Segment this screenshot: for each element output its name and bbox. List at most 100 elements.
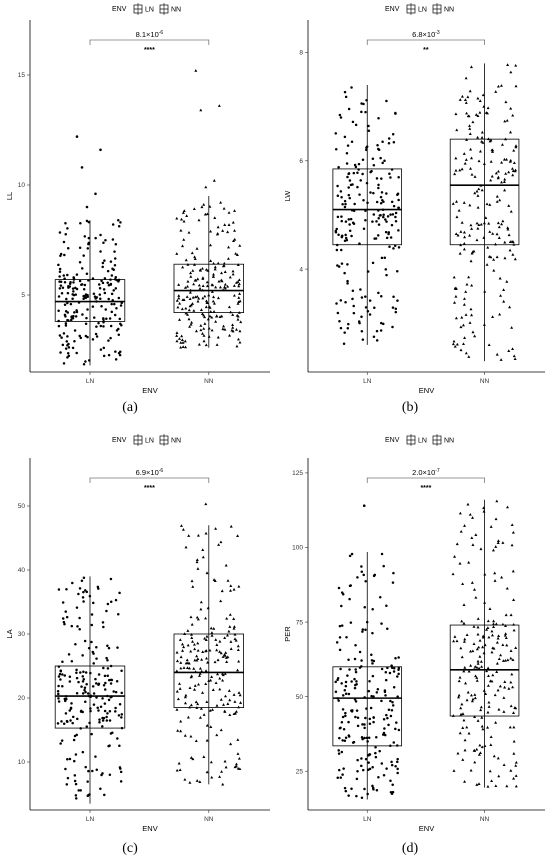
- data-point: [374, 746, 377, 749]
- data-point: [237, 278, 241, 282]
- data-point: [71, 721, 74, 725]
- data-point: [495, 640, 499, 644]
- data-point: [500, 575, 504, 579]
- data-point: [214, 681, 218, 685]
- data-point: [479, 705, 483, 709]
- data-point: [508, 725, 512, 729]
- data-point: [75, 797, 78, 800]
- data-point: [482, 323, 486, 326]
- data-point: [109, 278, 112, 281]
- data-point: [339, 776, 342, 779]
- data-point: [464, 290, 468, 293]
- x-tick-label: LN: [86, 816, 95, 823]
- data-point: [213, 267, 217, 271]
- data-point: [502, 157, 506, 161]
- legend-key-1: LN: [406, 3, 427, 15]
- data-point: [226, 702, 230, 705]
- data-point: [72, 715, 75, 719]
- data-point: [486, 106, 490, 110]
- data-point: [73, 759, 76, 763]
- data-point: [231, 269, 235, 273]
- data-point: [58, 334, 62, 337]
- data-point: [68, 675, 72, 679]
- data-point: [360, 796, 364, 799]
- data-point: [220, 770, 224, 773]
- x-axis-title: ENV: [142, 824, 157, 833]
- data-point: [226, 257, 230, 260]
- data-point: [72, 290, 75, 293]
- data-point: [353, 677, 356, 681]
- data-point: [57, 263, 60, 267]
- data-point: [391, 325, 394, 329]
- x-axis-title: ENV: [142, 386, 157, 395]
- data-point: [175, 708, 179, 711]
- data-point: [482, 236, 486, 239]
- data-point: [510, 672, 514, 676]
- data-point: [461, 582, 465, 586]
- data-point: [186, 279, 190, 283]
- data-point: [231, 326, 235, 329]
- data-point: [116, 737, 119, 740]
- data-point: [193, 295, 197, 299]
- data-point: [66, 343, 69, 347]
- data-point: [394, 211, 398, 215]
- data-point: [210, 315, 214, 319]
- data-point: [368, 299, 372, 302]
- data-point: [101, 281, 105, 285]
- data-point: [350, 680, 353, 683]
- data-point: [78, 616, 81, 620]
- data-point: [87, 220, 91, 224]
- data-point: [215, 733, 219, 737]
- data-point: [113, 302, 116, 306]
- data-point: [183, 734, 187, 737]
- data-point: [206, 269, 210, 272]
- data-point: [360, 110, 363, 114]
- data-point: [454, 168, 458, 172]
- data-point: [476, 659, 480, 663]
- data-point: [353, 657, 357, 661]
- data-point: [389, 176, 392, 179]
- data-point: [59, 669, 62, 672]
- data-point: [482, 105, 486, 108]
- data-point: [181, 244, 185, 248]
- data-point: [382, 773, 386, 777]
- data-point: [179, 661, 183, 664]
- data-point: [347, 172, 350, 176]
- data-point: [337, 749, 340, 752]
- data-point: [364, 580, 367, 583]
- data-point: [207, 335, 211, 338]
- data-point: [369, 170, 372, 174]
- data-point: [340, 235, 344, 239]
- data-point: [62, 722, 66, 725]
- data-point: [225, 660, 229, 663]
- data-point: [335, 302, 338, 305]
- data-point: [470, 227, 474, 230]
- data-point: [511, 685, 515, 689]
- data-point: [229, 584, 233, 587]
- data-point: [59, 280, 63, 284]
- data-point: [334, 230, 338, 234]
- data-point: [459, 230, 463, 233]
- data-point: [389, 213, 392, 216]
- data-point: [111, 238, 115, 241]
- data-point: [209, 760, 213, 764]
- data-point: [488, 769, 492, 773]
- data-point: [193, 647, 197, 651]
- data-point: [380, 622, 383, 625]
- data-point: [227, 305, 231, 309]
- data-point: [377, 223, 381, 226]
- data-point: [514, 145, 518, 149]
- data-point: [81, 654, 84, 657]
- data-point: [501, 659, 505, 662]
- data-point: [469, 663, 473, 667]
- data-point: [496, 84, 500, 88]
- data-point: [180, 642, 184, 646]
- data-point: [66, 246, 70, 250]
- data-point: [379, 321, 383, 325]
- data-point: [234, 710, 238, 713]
- jitter-points: [175, 200, 243, 349]
- data-point: [387, 137, 391, 140]
- panel-caption: (c): [122, 841, 138, 856]
- data-point: [362, 227, 366, 231]
- data-point: [187, 317, 191, 321]
